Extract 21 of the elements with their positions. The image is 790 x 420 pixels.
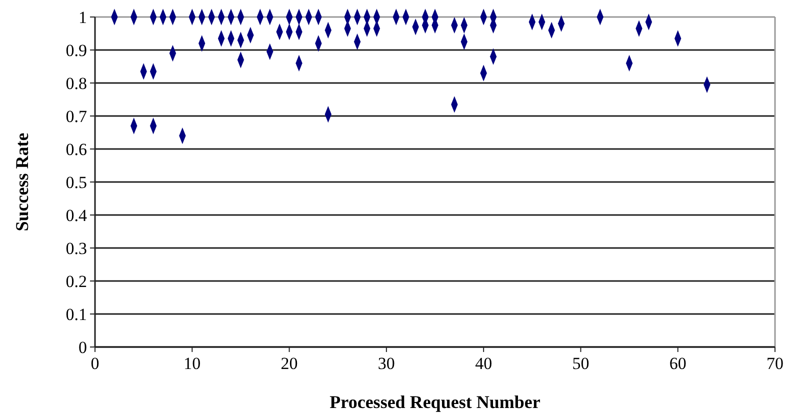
- x-axis-title: Processed Request Number: [330, 392, 540, 412]
- y-axis-title: Success Rate: [12, 132, 32, 232]
- x-tick-label: 70: [766, 354, 784, 373]
- y-tick-label: 0.1: [66, 305, 87, 324]
- x-tick-label: 0: [90, 354, 100, 373]
- y-tick-label: 1: [78, 8, 87, 27]
- x-tick-label: 40: [475, 354, 492, 373]
- y-tick-label: 0.4: [66, 206, 88, 225]
- y-tick-label: 0.9: [66, 41, 87, 60]
- x-tick-label: 10: [184, 354, 201, 373]
- y-tick-label: 0: [78, 338, 87, 357]
- y-tick-label: 0.3: [66, 239, 87, 258]
- y-tick-label: 0.7: [66, 107, 88, 126]
- x-tick-label: 50: [572, 354, 590, 373]
- y-tick-label: 0.2: [66, 272, 87, 291]
- y-tick-label: 0.8: [66, 74, 87, 93]
- y-tick-label: 0.5: [66, 173, 87, 192]
- x-tick-label: 30: [378, 354, 395, 373]
- x-tick-label: 20: [280, 354, 298, 373]
- y-tick-label: 0.6: [66, 140, 87, 159]
- x-tick-label: 60: [669, 354, 686, 373]
